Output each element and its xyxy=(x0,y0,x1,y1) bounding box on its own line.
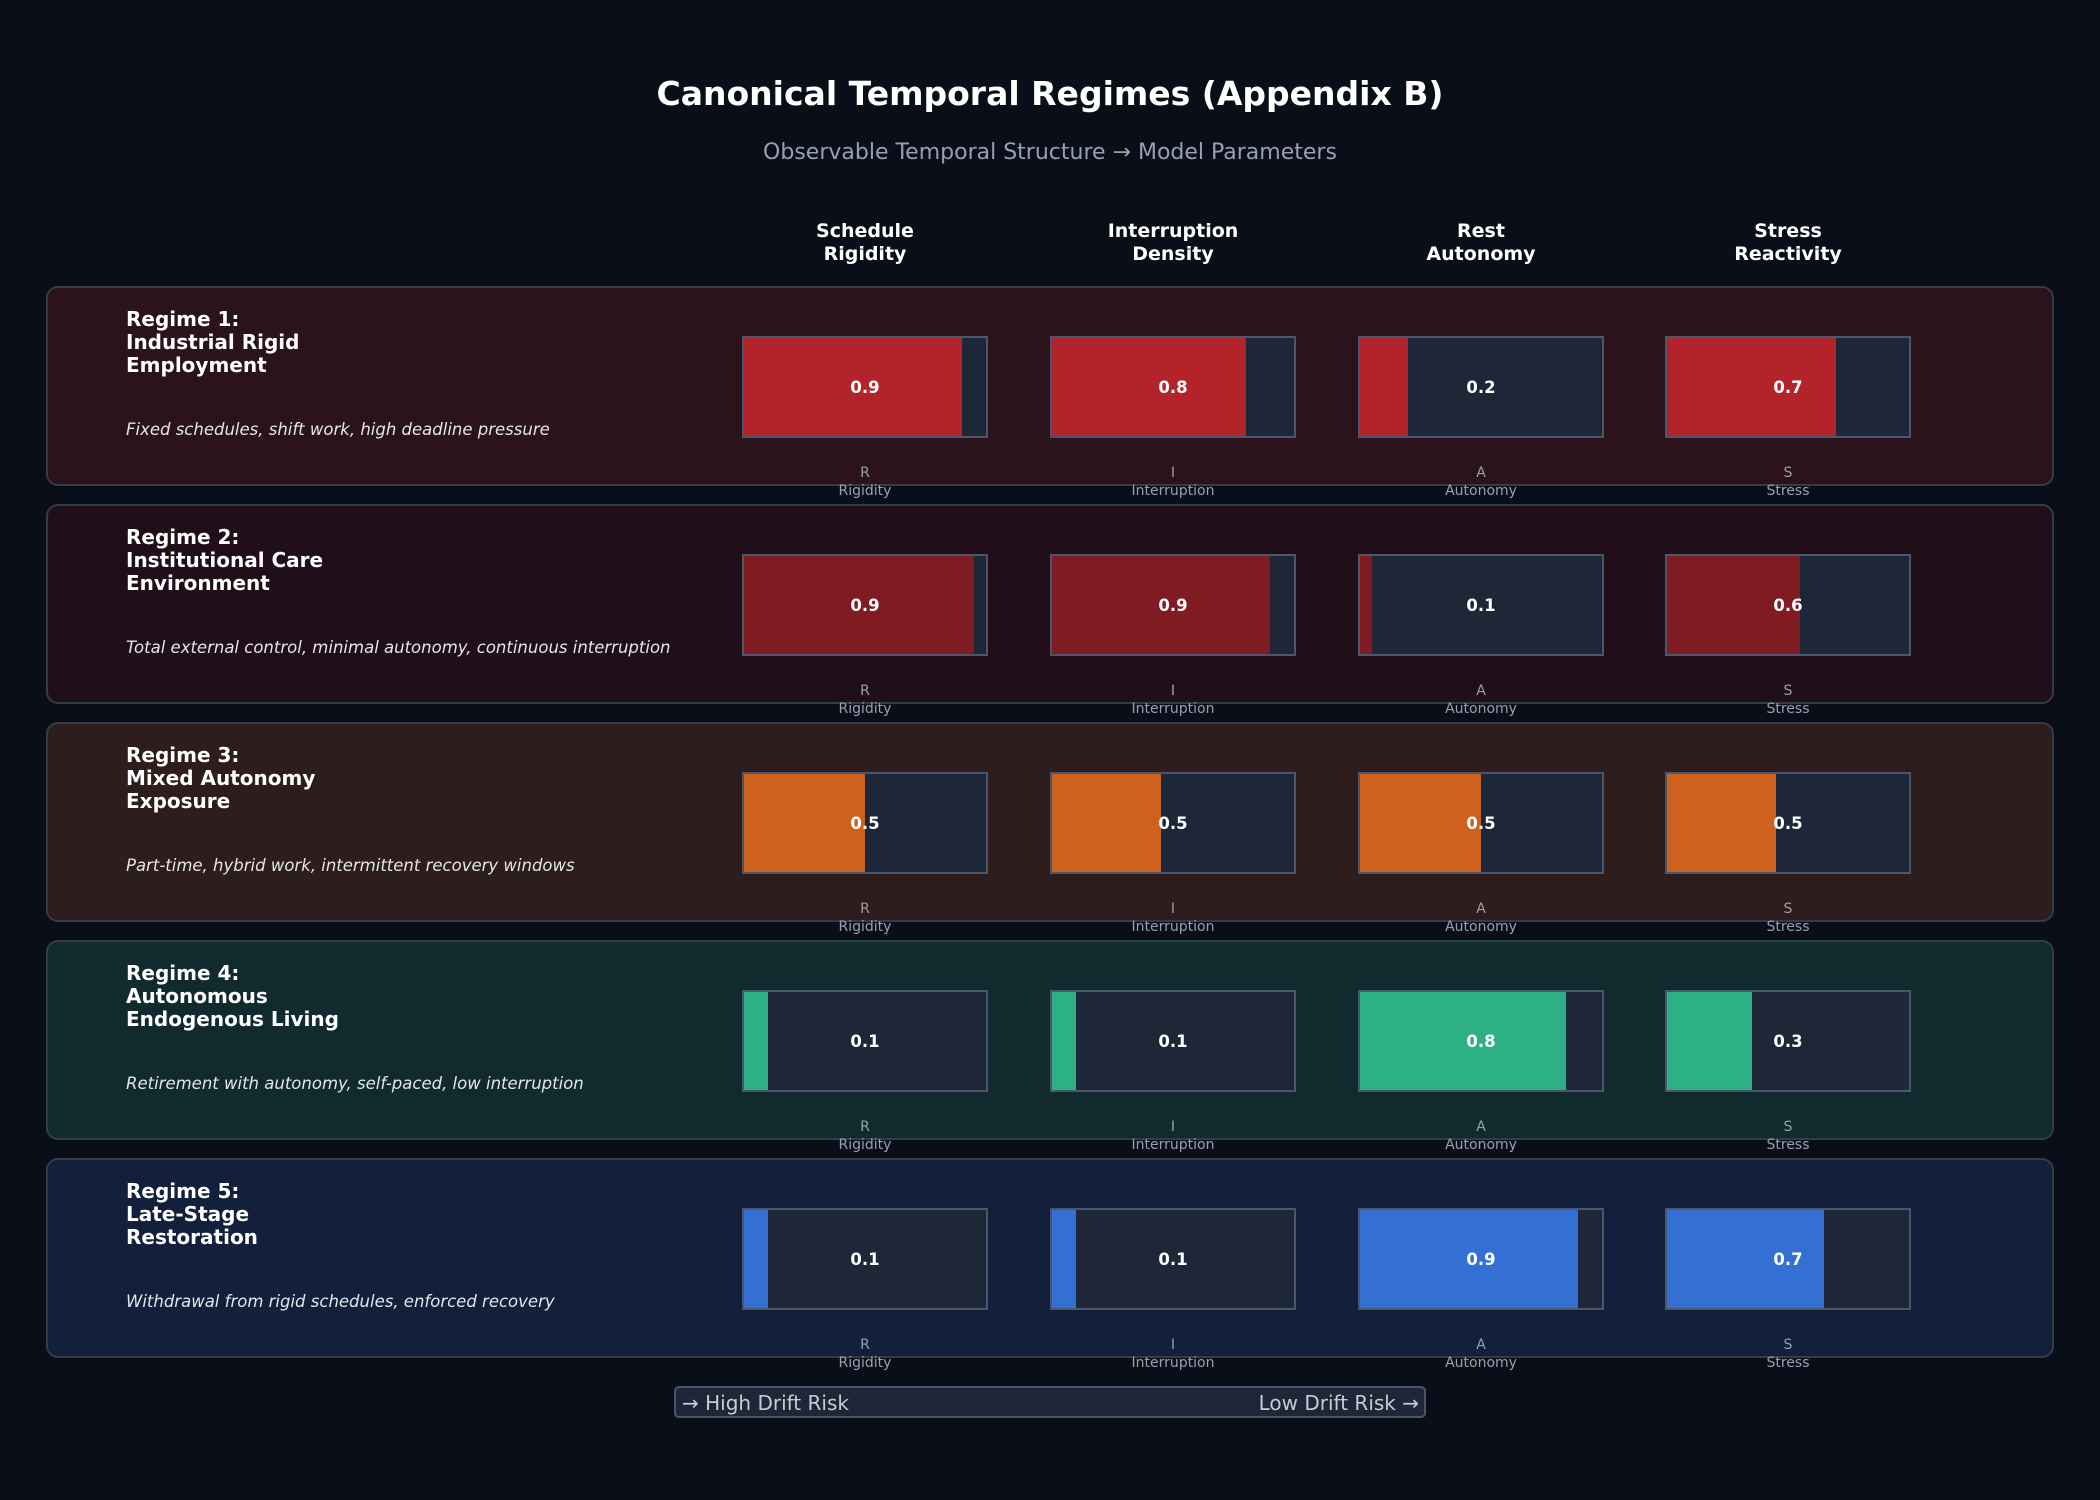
bar-value-label: 0.1 xyxy=(1158,1249,1188,1269)
bar-rigidity: 0.5 xyxy=(742,772,988,874)
bar-value-label: 0.2 xyxy=(1466,377,1496,397)
column-header-stress: Stress Reactivity xyxy=(1734,220,1842,265)
bar-rigidity: 0.9 xyxy=(742,554,988,656)
regime-title: Regime 5: Late-Stage Restoration xyxy=(126,1179,258,1249)
bar-axis-label: R Rigidity xyxy=(838,901,892,935)
bar-stress: 0.3 xyxy=(1665,990,1911,1092)
bar-value-label: 0.5 xyxy=(1466,813,1496,833)
bar-axis-label: S Stress xyxy=(1766,1119,1810,1153)
bar-fill xyxy=(744,338,962,436)
bar-value-label: 0.7 xyxy=(1773,377,1803,397)
column-header-autonomy: Rest Autonomy xyxy=(1426,220,1536,265)
chart-subtitle: Observable Temporal Structure → Model Pa… xyxy=(763,140,1337,165)
regime-description: Part-time, hybrid work, intermittent rec… xyxy=(126,856,575,875)
bar-axis-label: I Interruption xyxy=(1131,1337,1215,1371)
bar-value-label: 0.9 xyxy=(1158,595,1188,615)
bar-value-label: 0.5 xyxy=(850,813,880,833)
regime-description: Withdrawal from rigid schedules, enforce… xyxy=(126,1292,555,1311)
bar-fill xyxy=(1667,992,1752,1090)
bar-axis-label: R Rigidity xyxy=(838,1119,892,1153)
bar-axis-label: R Rigidity xyxy=(838,465,892,499)
legend-low-drift: Low Drift Risk → xyxy=(1258,1391,1419,1415)
bar-fill xyxy=(1360,556,1373,654)
bar-axis-label: S Stress xyxy=(1766,1337,1810,1371)
bar-rigidity: 0.1 xyxy=(742,990,988,1092)
regime-description: Retirement with autonomy, self-paced, lo… xyxy=(126,1074,584,1093)
bar-fill xyxy=(1360,992,1566,1090)
bar-stress: 0.5 xyxy=(1665,772,1911,874)
column-header-interruption: Interruption Density xyxy=(1107,220,1239,265)
bar-autonomy: 0.8 xyxy=(1358,990,1604,1092)
bar-autonomy: 0.5 xyxy=(1358,772,1604,874)
bar-interruption: 0.1 xyxy=(1050,990,1296,1092)
regime-title: Regime 2: Institutional Care Environment xyxy=(126,525,324,595)
bar-axis-label: S Stress xyxy=(1766,465,1810,499)
bar-value-label: 0.8 xyxy=(1466,1031,1496,1051)
bar-value-label: 0.3 xyxy=(1773,1031,1803,1051)
bar-fill xyxy=(1052,338,1246,436)
bar-fill xyxy=(1667,1210,1825,1308)
bar-interruption: 0.5 xyxy=(1050,772,1296,874)
regime-title: Regime 4: Autonomous Endogenous Living xyxy=(126,961,339,1031)
bar-axis-label: I Interruption xyxy=(1131,465,1215,499)
bar-value-label: 0.7 xyxy=(1773,1249,1803,1269)
bar-value-label: 0.5 xyxy=(1773,813,1803,833)
bar-axis-label: I Interruption xyxy=(1131,1119,1215,1153)
bar-fill xyxy=(744,1210,769,1308)
bar-value-label: 0.1 xyxy=(850,1031,880,1051)
bar-rigidity: 0.9 xyxy=(742,336,988,438)
bar-value-label: 0.1 xyxy=(1466,595,1496,615)
bar-value-label: 0.5 xyxy=(1158,813,1188,833)
bar-interruption: 0.8 xyxy=(1050,336,1296,438)
regime-description: Fixed schedules, shift work, high deadli… xyxy=(126,420,550,439)
bar-axis-label: S Stress xyxy=(1766,683,1810,717)
bar-fill xyxy=(1667,338,1837,436)
bar-value-label: 0.1 xyxy=(1158,1031,1188,1051)
bar-autonomy: 0.2 xyxy=(1358,336,1604,438)
bar-fill xyxy=(1360,1210,1578,1308)
bar-value-label: 0.8 xyxy=(1158,377,1188,397)
legend-high-drift: → High Drift Risk xyxy=(682,1391,849,1415)
bar-fill xyxy=(1360,338,1409,436)
bar-autonomy: 0.9 xyxy=(1358,1208,1604,1310)
bar-axis-label: A Autonomy xyxy=(1445,901,1517,935)
bar-fill xyxy=(1052,774,1161,872)
bar-fill xyxy=(744,556,974,654)
bar-fill xyxy=(1052,992,1077,1090)
chart-title: Canonical Temporal Regimes (Appendix B) xyxy=(656,74,1444,113)
bar-fill xyxy=(744,992,769,1090)
bar-value-label: 0.9 xyxy=(850,595,880,615)
bar-interruption: 0.1 xyxy=(1050,1208,1296,1310)
bar-axis-label: I Interruption xyxy=(1131,901,1215,935)
bar-stress: 0.7 xyxy=(1665,336,1911,438)
bar-axis-label: A Autonomy xyxy=(1445,683,1517,717)
bar-axis-label: R Rigidity xyxy=(838,1337,892,1371)
bar-value-label: 0.6 xyxy=(1773,595,1803,615)
bar-axis-label: S Stress xyxy=(1766,901,1810,935)
bar-axis-label: A Autonomy xyxy=(1445,1337,1517,1371)
bar-rigidity: 0.1 xyxy=(742,1208,988,1310)
bar-value-label: 0.9 xyxy=(1466,1249,1496,1269)
bar-fill xyxy=(1667,556,1801,654)
bar-fill xyxy=(1360,774,1481,872)
bar-fill xyxy=(1667,774,1776,872)
bar-axis-label: I Interruption xyxy=(1131,683,1215,717)
bar-value-label: 0.1 xyxy=(850,1249,880,1269)
bar-axis-label: R Rigidity xyxy=(838,683,892,717)
drift-risk-legend: → High Drift Risk Low Drift Risk → xyxy=(674,1386,1426,1418)
bar-fill xyxy=(744,774,865,872)
bar-fill xyxy=(1052,556,1270,654)
regime-description: Total external control, minimal autonomy… xyxy=(126,638,671,657)
bar-value-label: 0.9 xyxy=(850,377,880,397)
regime-title: Regime 3: Mixed Autonomy Exposure xyxy=(126,743,316,813)
bar-autonomy: 0.1 xyxy=(1358,554,1604,656)
bar-interruption: 0.9 xyxy=(1050,554,1296,656)
column-header-rigidity: Schedule Rigidity xyxy=(816,220,914,265)
bar-stress: 0.6 xyxy=(1665,554,1911,656)
regime-title: Regime 1: Industrial Rigid Employment xyxy=(126,307,300,377)
bar-stress: 0.7 xyxy=(1665,1208,1911,1310)
bar-axis-label: A Autonomy xyxy=(1445,465,1517,499)
bar-axis-label: A Autonomy xyxy=(1445,1119,1517,1153)
bar-fill xyxy=(1052,1210,1077,1308)
